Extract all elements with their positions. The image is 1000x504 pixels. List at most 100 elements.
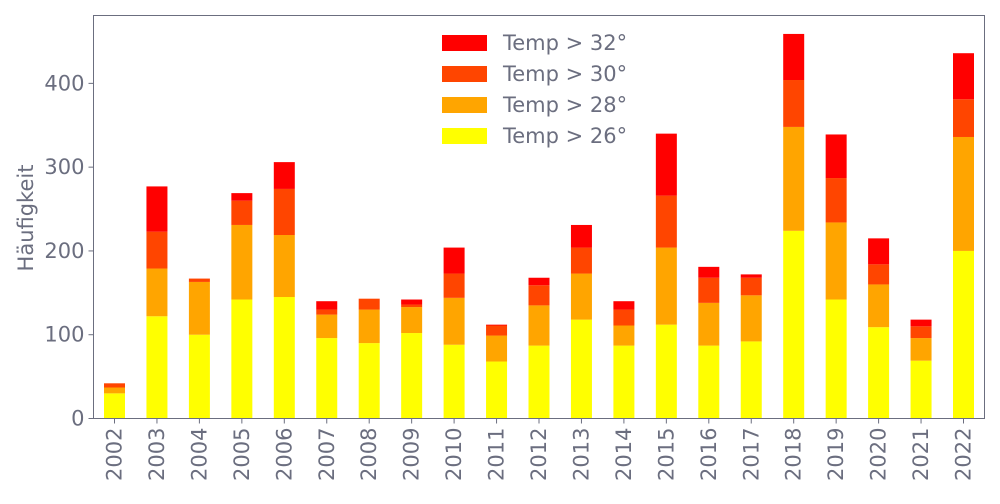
bar-2008-series-1: [358, 309, 380, 344]
bar-2003-series-2: [146, 231, 168, 269]
bar-2004-series-0: [188, 334, 210, 419]
bar-2021-series-2: [910, 326, 932, 339]
bar-2004-series-1: [188, 281, 210, 335]
x-tick-label: 2022: [952, 428, 976, 481]
legend-label: Temp > 32°: [502, 31, 627, 55]
y-axis: 0 100 200 300 400: [44, 71, 94, 431]
bar-2010-series-0: [443, 344, 465, 419]
bar-2009-series-3: [401, 299, 423, 305]
bar-2004-series-2: [188, 278, 210, 282]
bar-2012-series-0: [528, 345, 550, 419]
bar-2009-series-0: [401, 333, 423, 419]
bar-2017-series-2: [740, 277, 762, 296]
bar-2011-series-1: [486, 335, 508, 362]
x-tick-label: 2017: [739, 428, 763, 481]
bar-2007-series-1: [316, 314, 338, 339]
x-tick-label: 2010: [442, 428, 466, 481]
legend-swatch: [442, 35, 487, 51]
bar-2018-series-1: [783, 126, 805, 231]
legend-label: Temp > 28°: [502, 93, 627, 117]
bar-2002-series-2: [104, 383, 125, 388]
legend: Temp > 32° Temp > 30° Temp > 28° Temp > 26°: [442, 31, 627, 148]
bar-2005-series-0: [231, 299, 253, 419]
bar-2018-series-3: [783, 33, 805, 81]
x-tick-label: 2019: [824, 428, 848, 481]
bar-2006-series-0: [273, 297, 295, 419]
bar-2012-series-1: [528, 305, 550, 346]
y-tick-label: 200: [44, 239, 84, 263]
bar-2010-series-2: [443, 273, 465, 298]
bar-2020-series-1: [868, 284, 890, 328]
x-tick-label: 2011: [485, 428, 509, 481]
bar-2019-series-1: [825, 222, 847, 300]
bar-2014-series-0: [613, 345, 635, 419]
x-axis: 2002 2003 2004 2005 2006 2007 2008 2009 2010 2011…: [103, 418, 976, 481]
bar-2011-series-2: [486, 325, 508, 336]
bar-2013-series-2: [570, 247, 592, 274]
bar-2008-series-2: [358, 298, 380, 310]
bar-2014-series-3: [613, 301, 635, 310]
bar-2013-series-3: [570, 224, 592, 248]
bar-2014-series-2: [613, 309, 635, 326]
x-tick-label: 2016: [697, 428, 721, 481]
y-tick-label: 100: [44, 323, 84, 347]
bar-2018-series-2: [783, 80, 805, 127]
bar-2020-series-2: [868, 264, 890, 285]
y-tick-label: 300: [44, 155, 84, 179]
bar-2019-series-2: [825, 178, 847, 223]
bar-2022-series-1: [953, 136, 974, 251]
x-tick-label: 2006: [272, 428, 296, 481]
x-tick-label: 2018: [782, 428, 806, 481]
bar-2016-series-1: [698, 302, 720, 346]
bar-2022-series-0: [953, 250, 974, 419]
legend-label: Temp > 26°: [502, 124, 627, 148]
bar-2008-series-0: [358, 343, 380, 419]
x-tick-label: 2008: [357, 428, 381, 481]
bar-2011-series-0: [486, 361, 508, 419]
x-tick-label: 2004: [187, 428, 211, 481]
x-tick-label: 2005: [230, 428, 254, 481]
bars-group: [104, 33, 974, 419]
x-tick-label: 2007: [315, 428, 339, 481]
y-axis-label: Häufigkeit: [14, 165, 38, 272]
bar-2006-series-3: [273, 162, 295, 189]
bar-2020-series-0: [868, 327, 890, 419]
bar-2013-series-1: [570, 273, 592, 320]
legend-swatch: [442, 97, 487, 113]
bar-2007-series-2: [316, 309, 338, 315]
y-tick-label: 0: [71, 407, 84, 431]
bar-2003-series-1: [146, 268, 168, 317]
x-tick-label: 2014: [612, 428, 636, 481]
bar-2016-series-2: [698, 277, 720, 303]
x-tick-label: 2020: [867, 428, 891, 481]
bar-2022-series-3: [953, 53, 974, 100]
bar-2005-series-2: [231, 200, 253, 225]
bar-2019-series-3: [825, 134, 847, 179]
bar-2003-series-3: [146, 186, 168, 232]
bar-2021-series-3: [910, 319, 932, 327]
x-tick-label: 2021: [909, 428, 933, 481]
y-tick-label: 400: [44, 71, 84, 95]
bar-2006-series-1: [273, 235, 295, 298]
x-tick-label: 2012: [527, 428, 551, 481]
bar-2019-series-0: [825, 299, 847, 419]
bar-2013-series-0: [570, 319, 592, 419]
x-tick-label: 2009: [400, 428, 424, 481]
x-tick-label: 2013: [569, 428, 593, 481]
bar-2015-series-3: [655, 133, 677, 196]
bar-2007-series-0: [316, 338, 338, 419]
legend-swatch: [442, 128, 487, 144]
bar-2005-series-1: [231, 224, 253, 300]
bar-2009-series-2: [401, 304, 423, 308]
bar-2003-series-0: [146, 316, 168, 419]
bar-2007-series-3: [316, 301, 338, 310]
bar-2005-series-3: [231, 193, 253, 201]
bar-2016-series-3: [698, 266, 720, 278]
bar-2015-series-2: [655, 195, 677, 248]
bar-2002-series-0: [104, 393, 125, 419]
legend-label: Temp > 30°: [502, 62, 627, 86]
bar-2015-series-1: [655, 247, 677, 325]
bar-2016-series-0: [698, 345, 720, 419]
bar-2002-series-1: [104, 387, 125, 394]
